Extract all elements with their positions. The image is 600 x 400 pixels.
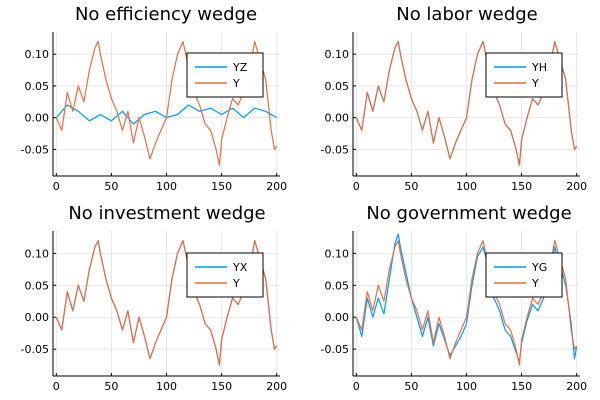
legend-label: YG	[531, 261, 547, 274]
x-tick-label: 150	[211, 380, 232, 393]
panel-4: 0 50 100 150 200 -0.05 0.00 0.05 0.10 No governme…	[321, 203, 588, 393]
series-line-yg	[355, 233, 578, 363]
y-tick-label: 0.10	[325, 48, 350, 61]
x-tick-label: 100	[156, 380, 177, 393]
x-tick-label: 100	[156, 180, 177, 193]
y-tick-label: 0.00	[25, 112, 50, 125]
legend-label: Y	[531, 77, 539, 90]
y-tick-label: 0.05	[325, 279, 350, 292]
x-tick-label: 100	[456, 180, 477, 193]
x-tick-label: 150	[511, 380, 532, 393]
x-tick-label: 150	[211, 180, 232, 193]
legend-box	[186, 252, 264, 298]
x-tick-label: 150	[511, 180, 532, 193]
y-tick-label: 0.10	[25, 247, 50, 260]
legend-label: Y	[232, 77, 240, 90]
x-tick-label: 0	[353, 380, 360, 393]
chart-title: No investment wedge	[68, 203, 265, 224]
y-tick-label: 0.00	[325, 311, 350, 324]
x-tick-label: 0	[353, 180, 360, 193]
x-tick-label: 100	[456, 380, 477, 393]
y-tick-label: 0.05	[325, 80, 350, 93]
y-tick-label: 0.10	[25, 48, 50, 61]
x-tick-label: 200	[266, 380, 287, 393]
legend-label: YH	[531, 61, 547, 74]
y-tick-label: 0.05	[25, 80, 50, 93]
x-tick-label: 200	[566, 380, 587, 393]
y-tick-label: -0.05	[21, 143, 49, 156]
y-tick-label: 0.10	[325, 247, 350, 260]
x-tick-label: 200	[566, 180, 587, 193]
panel-2: 0 50 100 150 200 -0.05 0.00 0.05 0.10 No labor we…	[321, 4, 588, 193]
x-tick-label: 50	[104, 180, 118, 193]
legend: YX Y	[186, 252, 264, 298]
y-tick-label: -0.05	[21, 343, 49, 356]
legend-box	[485, 252, 563, 298]
legend-box	[186, 52, 264, 98]
legend: YH Y	[485, 52, 563, 98]
x-tick-label: 200	[266, 180, 287, 193]
x-tick-label: 0	[53, 180, 60, 193]
panel-3: 0 50 100 150 200 -0.05 0.00 0.05 0.10 No investme…	[21, 203, 288, 393]
y-tick-label: 0.00	[25, 311, 50, 324]
chart-title: No government wedge	[366, 203, 571, 224]
chart-title: No labor wedge	[396, 4, 538, 25]
x-tick-label: 50	[104, 380, 118, 393]
x-tick-label: 50	[404, 180, 418, 193]
legend-box	[485, 52, 563, 98]
y-tick-label: -0.05	[321, 143, 349, 156]
x-tick-label: 50	[404, 380, 418, 393]
legend: YZ Y	[186, 52, 264, 98]
y-tick-label: 0.05	[25, 279, 50, 292]
panel-1: 0 50 100 150 200 -0.05 0.00 0.05 0.10 No efficien…	[21, 4, 288, 193]
y-tick-label: -0.05	[321, 343, 349, 356]
legend-label: YZ	[232, 61, 248, 74]
legend-label: Y	[232, 277, 240, 290]
chart-title: No efficiency wedge	[75, 4, 257, 25]
legend-label: YX	[232, 261, 248, 274]
legend: YG Y	[485, 252, 563, 298]
legend-label: Y	[531, 277, 539, 290]
y-tick-label: 0.00	[325, 112, 350, 125]
x-tick-label: 0	[53, 380, 60, 393]
